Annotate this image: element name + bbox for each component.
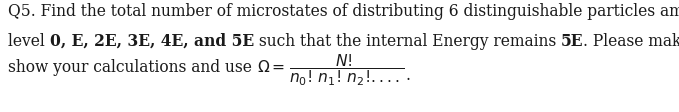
Text: .: . [405,67,411,84]
Text: $\dfrac{N!}{n_0!\,n_1!\,n_2!\!....}$: $\dfrac{N!}{n_0!\,n_1!\,n_2!\!....}$ [289,52,405,88]
Text: level: level [8,33,50,50]
Text: 5E: 5E [561,33,583,50]
Text: . Please make a table and: . Please make a table and [583,33,679,50]
Text: Q5. Find the total number of microstates of distributing 6 distinguishable parti: Q5. Find the total number of microstates… [8,3,679,20]
Text: $\Omega =$: $\Omega =$ [257,59,285,76]
Text: show your calculations and use: show your calculations and use [8,59,257,76]
Text: such that the internal Energy remains: such that the internal Energy remains [254,33,561,50]
Text: 0, E, 2E, 3E, 4E, and 5E: 0, E, 2E, 3E, 4E, and 5E [50,33,254,50]
